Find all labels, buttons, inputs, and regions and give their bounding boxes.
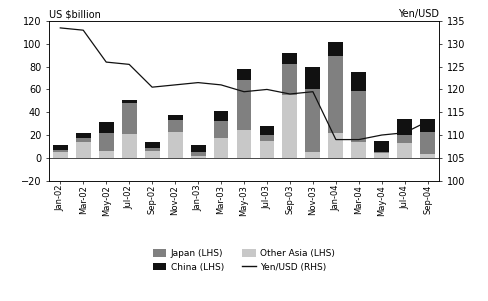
Bar: [99, 151, 114, 158]
Bar: [420, 132, 435, 154]
Bar: [237, 130, 251, 158]
Bar: [237, 69, 251, 80]
Bar: [76, 142, 91, 158]
Bar: [283, 53, 297, 64]
Bar: [144, 142, 160, 147]
Bar: [374, 153, 389, 158]
Bar: [122, 103, 137, 134]
Bar: [99, 123, 114, 133]
Legend: Japan (LHS), China (LHS), Other Asia (LHS), Yen/USD (RHS): Japan (LHS), China (LHS), Other Asia (LH…: [149, 246, 339, 275]
Bar: [420, 119, 435, 132]
Bar: [397, 143, 412, 158]
Bar: [420, 154, 435, 158]
Bar: [328, 56, 344, 133]
Bar: [168, 114, 183, 120]
Bar: [283, 64, 297, 95]
Bar: [214, 111, 228, 121]
Bar: [351, 142, 366, 158]
Bar: [144, 151, 160, 158]
Bar: [168, 132, 183, 158]
Bar: [351, 91, 366, 142]
Text: Yen/USD: Yen/USD: [398, 9, 439, 20]
Text: US $billion: US $billion: [49, 9, 101, 20]
Bar: [305, 67, 320, 89]
Bar: [122, 100, 137, 103]
Bar: [53, 150, 68, 152]
Bar: [191, 145, 205, 152]
Bar: [191, 156, 205, 158]
Bar: [237, 80, 251, 130]
Bar: [374, 141, 389, 152]
Bar: [260, 141, 274, 158]
Bar: [53, 152, 68, 158]
Bar: [374, 152, 389, 153]
Bar: [260, 126, 274, 135]
Bar: [76, 138, 91, 142]
Bar: [328, 133, 344, 158]
Bar: [260, 135, 274, 141]
Bar: [328, 42, 344, 56]
Bar: [397, 135, 412, 143]
Bar: [214, 138, 228, 158]
Bar: [168, 120, 183, 132]
Bar: [99, 133, 114, 151]
Bar: [305, 89, 320, 152]
Bar: [283, 95, 297, 158]
Bar: [53, 145, 68, 150]
Bar: [144, 147, 160, 151]
Bar: [122, 134, 137, 158]
Bar: [191, 152, 205, 156]
Bar: [214, 121, 228, 138]
Bar: [397, 119, 412, 135]
Bar: [351, 72, 366, 91]
Bar: [76, 133, 91, 138]
Bar: [305, 152, 320, 158]
